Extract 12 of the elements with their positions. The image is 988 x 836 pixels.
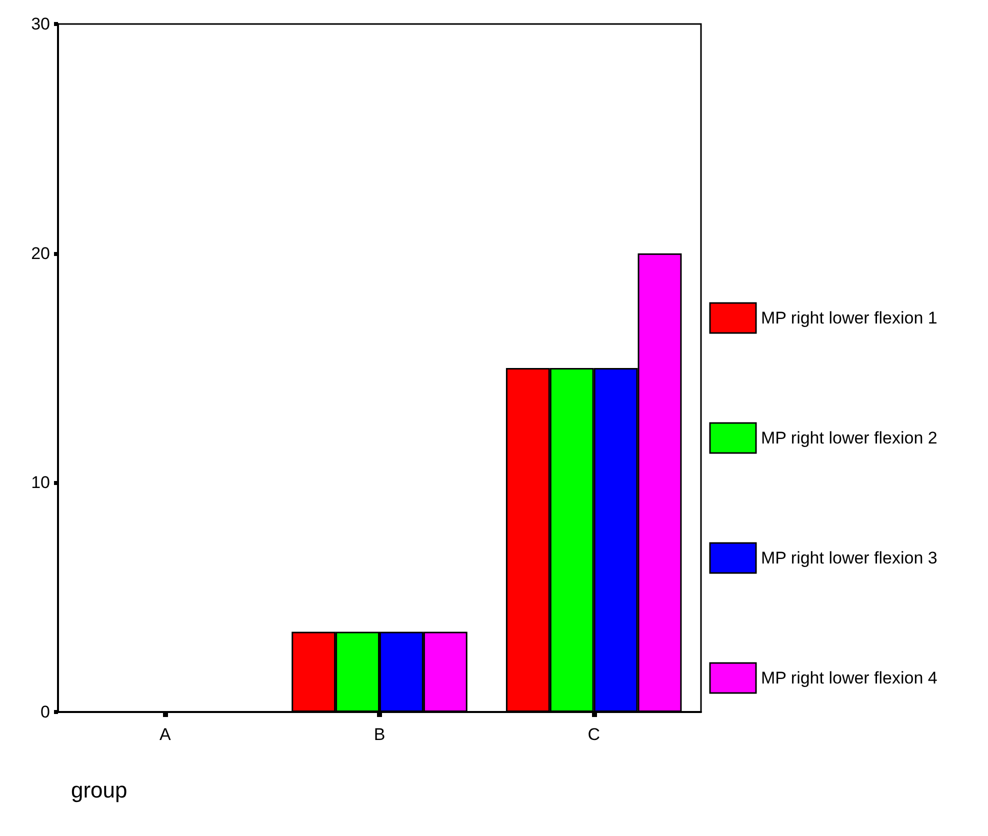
y-tick-label: 0 <box>40 702 50 722</box>
x-axis-title: group <box>71 778 128 802</box>
x-tick-label: B <box>374 725 386 744</box>
y-tick-label: 20 <box>31 244 50 263</box>
legend-label: MP right lower flexion 1 <box>761 308 938 328</box>
legend-label: MP right lower flexion 4 <box>761 668 938 688</box>
y-tick-label: 30 <box>31 14 50 34</box>
legend-label: MP right lower flexion 3 <box>761 548 938 568</box>
y-tick-label: 10 <box>31 473 50 492</box>
x-tick-label: A <box>159 725 172 744</box>
legend-label: MP right lower flexion 2 <box>761 428 938 448</box>
x-tick-label: C <box>588 725 600 744</box>
